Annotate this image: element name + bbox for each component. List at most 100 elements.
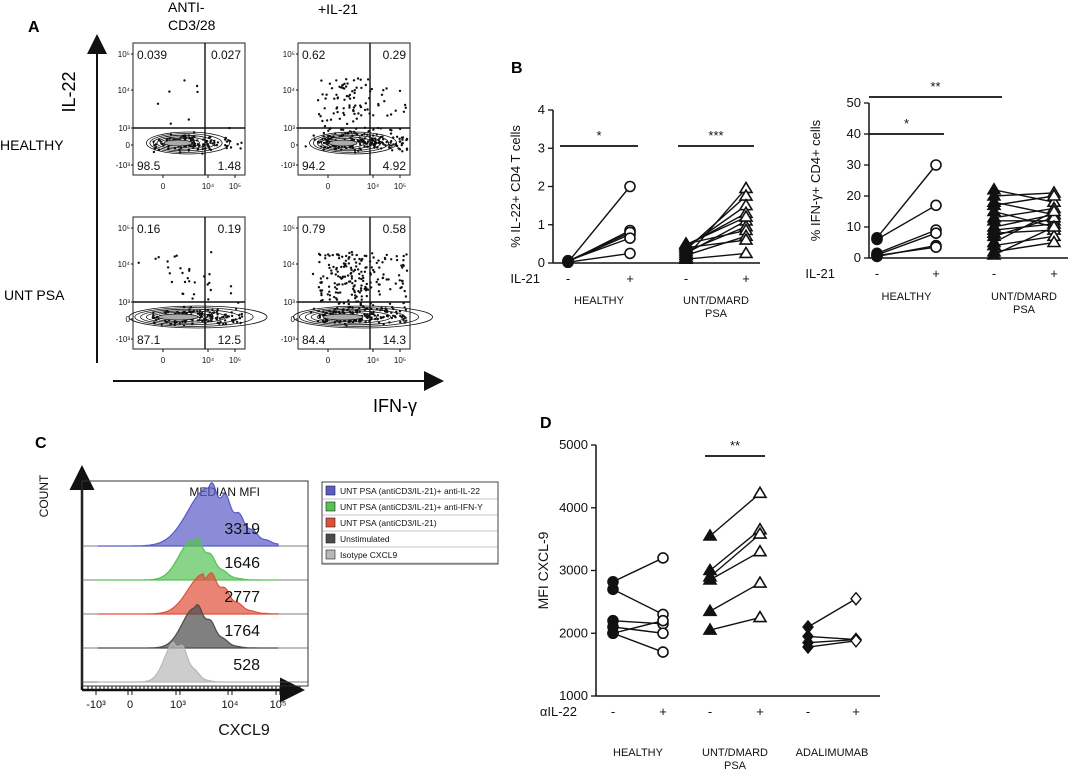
facs-event	[209, 288, 212, 292]
facs-event	[368, 97, 371, 100]
x-tick-label: -	[708, 704, 712, 719]
point-before	[562, 256, 574, 269]
row-label-unt-psa: UNT PSA	[4, 287, 65, 303]
facs-plot-1: 0.039 0.027 98.5 1.48 10⁵ 10⁴ 10³ 0 -10³ 0 10⁴ 10⁵	[116, 42, 246, 191]
facs-event	[372, 256, 375, 259]
facs-x-tick-label: 0	[161, 182, 166, 191]
facs-event	[321, 93, 324, 96]
legend-swatch	[325, 549, 336, 560]
facs-event	[371, 252, 374, 255]
facs-x-tick-label: 10⁴	[367, 356, 380, 365]
facs-event	[364, 266, 367, 269]
facs-event	[354, 279, 357, 283]
facs-event	[342, 265, 346, 268]
facs-event	[223, 138, 227, 141]
facs-event	[359, 104, 362, 107]
facs-event	[369, 281, 372, 284]
facs-event	[192, 139, 195, 143]
facs-event	[215, 318, 219, 321]
pair-line	[685, 229, 747, 245]
y-axis-label: % IFN-γ+ CD4+ cells	[808, 119, 823, 241]
facs-event	[359, 287, 363, 290]
facs-event	[366, 140, 370, 143]
facs-event	[376, 126, 380, 130]
facs-event	[404, 308, 408, 312]
facs-event	[337, 257, 341, 260]
y-tick-label: 2	[538, 179, 545, 194]
facs-event	[368, 112, 371, 115]
facs-event	[206, 315, 209, 318]
panel-label-c: C	[35, 435, 47, 452]
facs-x-tick-label: 0	[326, 182, 331, 191]
point-after	[1046, 219, 1062, 232]
panel-d-mfi: 1000 2000 3000 4000 5000 MFI CXCL-9 - + - + - + αIL-…	[535, 437, 880, 772]
facs-event	[349, 280, 352, 283]
pair-line	[612, 626, 664, 634]
facs-contour	[328, 139, 358, 147]
quadrant-upper-left: 0.039	[137, 48, 167, 62]
facs-event	[350, 277, 354, 280]
facs-y-tick-label: 10⁵	[283, 224, 295, 233]
facs-event	[321, 119, 324, 123]
facs-event	[210, 251, 213, 254]
facs-event	[378, 283, 381, 286]
facs-event	[195, 84, 199, 88]
facs-event	[320, 293, 323, 297]
group-label: PSA	[705, 308, 728, 320]
facs-x-tick-label: 10⁵	[394, 356, 406, 365]
facs-event	[344, 85, 348, 88]
facs-x-tick-label: 10⁴	[202, 356, 215, 365]
facs-contour	[151, 311, 213, 322]
facs-event	[328, 82, 332, 85]
point-after	[624, 232, 636, 244]
facs-event	[363, 270, 367, 273]
facs-event	[353, 284, 356, 287]
facs-event	[352, 108, 355, 112]
x-row-label: αIL-22	[540, 704, 577, 719]
col-header-1-line-2: CD3/28	[168, 17, 216, 33]
facs-event	[370, 138, 373, 141]
facs-event	[341, 84, 344, 87]
median-mfi-value: 2777	[224, 589, 260, 606]
pair-line	[993, 207, 1055, 219]
facs-event	[390, 316, 394, 320]
facs-event	[322, 131, 326, 135]
point-after	[657, 614, 669, 627]
point-after	[930, 199, 942, 212]
x-tick-label: +	[659, 704, 667, 719]
facs-event	[378, 293, 381, 296]
facs-event	[353, 91, 356, 95]
facs-event	[384, 257, 387, 261]
facs-event	[225, 140, 229, 143]
facs-event	[223, 319, 227, 322]
facs-event	[372, 114, 375, 117]
facs-contour	[128, 305, 268, 329]
x-tick-label: -	[992, 266, 996, 281]
facs-event	[402, 301, 405, 305]
facs-event	[206, 283, 209, 286]
quadrant-lower-left: 87.1	[137, 333, 161, 347]
pair-line	[876, 164, 937, 239]
facs-event	[350, 250, 354, 254]
facs-event	[193, 281, 196, 284]
facs-event	[370, 311, 373, 315]
y-axis-label: MFI CXCL-9	[535, 531, 551, 609]
facs-event	[360, 284, 363, 287]
x-tick-label: -	[611, 704, 615, 719]
c-x-tick-label: -10³	[86, 699, 106, 711]
facs-event	[399, 140, 402, 143]
facs-event	[384, 144, 387, 147]
facs-event	[215, 143, 219, 147]
point-after	[752, 575, 768, 588]
facs-x-tick-label: 10⁴	[202, 182, 215, 191]
pair-line	[612, 557, 664, 583]
facs-event	[318, 316, 322, 319]
pair-line	[993, 195, 1055, 206]
facs-contour	[312, 133, 389, 153]
facs-event	[348, 97, 352, 100]
facs-event	[352, 270, 355, 273]
group-label: PSA	[1013, 304, 1036, 316]
facs-event	[335, 107, 338, 110]
series-healthy	[562, 180, 636, 269]
facs-event	[359, 78, 362, 81]
